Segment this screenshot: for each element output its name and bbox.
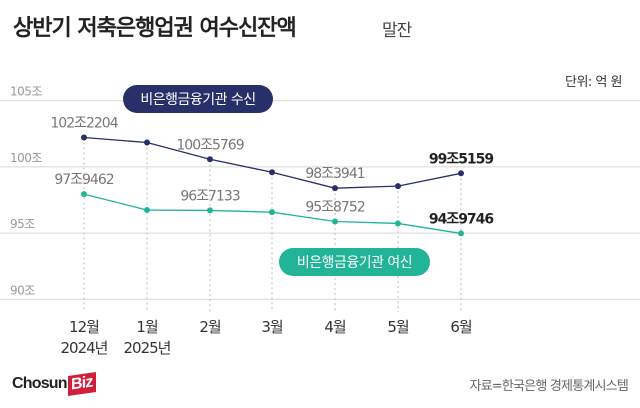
data-point [269,169,275,176]
logo-accent: Biz [67,372,96,396]
chart-subtitle: 말잔 [382,21,412,41]
legend-label: 비은행금융기관 수신 [140,92,255,108]
data-label: 95조8752 [305,200,364,216]
data-point [332,218,338,225]
data-point [458,230,464,237]
data-point [207,156,213,163]
x-tick-label: 3월 [261,318,283,336]
legend-pill-2 [279,248,430,276]
data-label: 102조2204 [50,116,118,132]
chart-title: 상반기 저축은행업권 여수신잔액 [13,16,297,41]
data-label: 100조5769 [176,137,243,153]
data-point [269,209,275,216]
data-label: 96조7133 [180,188,239,204]
x-tick-label: 1월 [136,318,158,336]
data-point [81,134,87,141]
x-tick-label: 6월 [450,318,472,336]
legend-label: 비은행금융기관 여신 [297,255,412,271]
data-label: 94조9746 [429,211,494,227]
unit-label: 단위: 억 원 [565,75,623,90]
x-tick-label: 5월 [387,318,409,336]
data-point [81,191,87,198]
x-tick-label: 2월 [199,318,221,336]
data-point [458,170,464,177]
x-tick-label: 4월 [324,318,346,336]
series-line-1 [83,136,462,189]
data-point [395,183,401,190]
x-tick-label: 12월 [69,318,99,336]
data-point [395,220,401,227]
data-point [207,207,213,214]
data-point [332,185,338,192]
x-tick-year-label: 2025년 [124,339,171,357]
y-tick-label: 100조 [10,151,42,165]
legend-pill-1 [123,85,273,113]
y-tick-label: 90조 [10,283,35,297]
data-label: 98조3941 [305,166,364,182]
data-point [144,207,150,214]
source-note: 자료=한국은행 경제통계시스템 [469,379,628,394]
y-tick-label: 105조 [10,85,42,99]
data-point [144,139,150,146]
x-tick-year-label: 2024년 [61,339,108,357]
data-label: 99조5159 [429,151,494,167]
chosunbiz-logo: Chosun Biz [12,372,96,396]
y-tick-label: 95조 [10,217,35,231]
logo-text: Chosun [12,375,68,392]
data-label: 97조9462 [54,172,113,188]
